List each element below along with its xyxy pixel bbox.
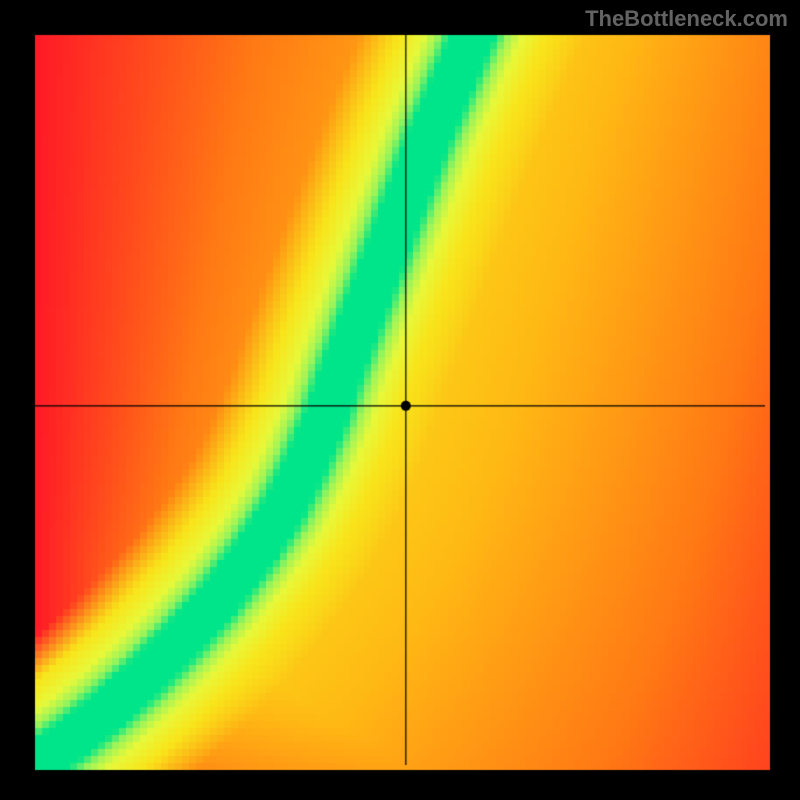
chart-container: TheBottleneck.com bbox=[0, 0, 800, 800]
watermark-text: TheBottleneck.com bbox=[585, 6, 788, 32]
heatmap-canvas bbox=[0, 0, 800, 800]
